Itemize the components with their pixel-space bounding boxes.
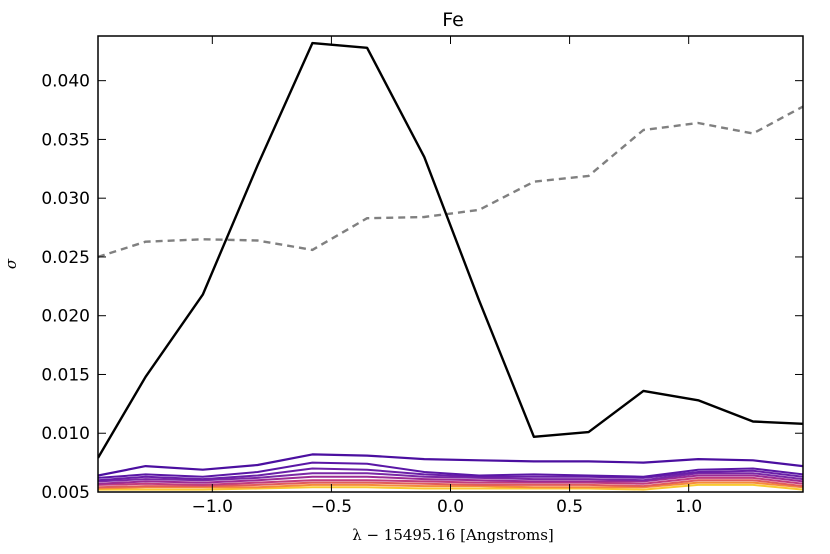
plot-frame xyxy=(97,35,804,493)
x-tick-label: −1.0 xyxy=(192,497,233,517)
y-tick-label: 0.015 xyxy=(41,365,90,385)
x-axis-label: λ − 15495.16 [Angstroms] xyxy=(352,526,554,544)
y-tick-label: 0.025 xyxy=(41,248,90,268)
series-line-magenta-1 xyxy=(98,474,803,485)
x-tick-label: −0.5 xyxy=(311,497,352,517)
series-line-black xyxy=(98,41,803,459)
x-tick-label: 0.5 xyxy=(556,497,583,517)
x-tick-label: 0.0 xyxy=(437,497,464,517)
x-tick-label: 1.0 xyxy=(675,497,702,517)
y-tick-label: 0.020 xyxy=(41,307,90,327)
chart-title: Fe xyxy=(442,9,464,31)
y-axis-label: σ xyxy=(2,258,20,269)
y-tick-label: 0.010 xyxy=(41,424,90,444)
series-group xyxy=(98,41,803,491)
series-line-purple-1 xyxy=(98,453,803,477)
series-line-purple-2 xyxy=(98,461,803,479)
series-line-purple-4 xyxy=(98,472,803,483)
y-tick-label: 0.005 xyxy=(41,483,90,503)
y-tick-label: 0.030 xyxy=(41,189,90,209)
series-line-grey-dashed xyxy=(98,105,803,259)
y-tick-label: 0.035 xyxy=(41,130,90,150)
y-tick-label: 0.040 xyxy=(41,72,90,92)
series-line-purple-3 xyxy=(98,467,803,482)
